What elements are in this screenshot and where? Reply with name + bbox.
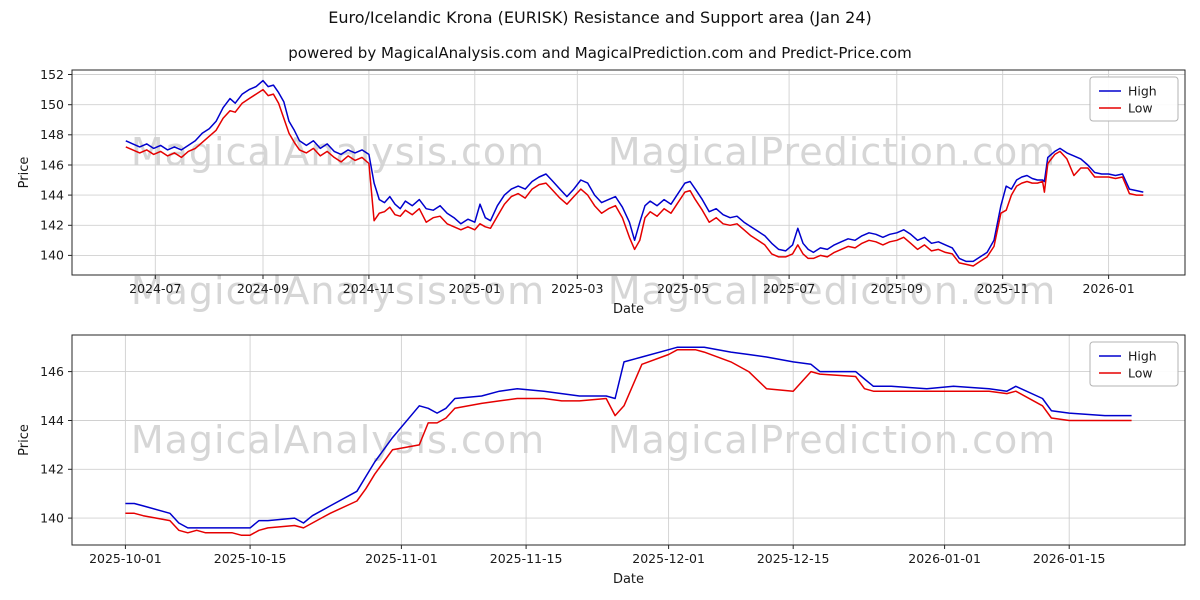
overview-chart: 140 142 144 146 148 150 152 2024-07 2024-09 2024-… xyxy=(17,67,1186,317)
x-tick-label: 2025-09 xyxy=(871,281,923,296)
y-tick-label: 146 xyxy=(40,364,64,379)
high-line xyxy=(125,79,1144,263)
x-tick-label: 2025-11-15 xyxy=(490,551,563,566)
low-line xyxy=(125,88,1144,267)
x-tick-label: 2025-01 xyxy=(449,281,501,296)
y-tick-label: 144 xyxy=(40,187,64,202)
y-tick-label: 142 xyxy=(40,218,64,233)
legend-label-low: Low xyxy=(1128,365,1153,380)
legend-label-high: High xyxy=(1128,348,1157,363)
x-tick-label: 2025-12-15 xyxy=(757,551,830,566)
plot-border xyxy=(71,334,1186,546)
x-tick-label: 2026-01-01 xyxy=(908,551,981,566)
x-tick-label: 2025-12-01 xyxy=(632,551,705,566)
x-axis-label: Date xyxy=(613,572,644,587)
legend-box xyxy=(1089,76,1179,122)
low-line xyxy=(125,348,1132,536)
y-tick-label: 150 xyxy=(40,97,64,112)
x-tick-label: 2025-10-01 xyxy=(89,551,162,566)
x-tick-label: 2025-07 xyxy=(763,281,815,296)
legend: High Low xyxy=(1089,76,1179,122)
x-tick-label: 2026-01 xyxy=(1082,281,1134,296)
plot-border xyxy=(71,69,1186,276)
y-tick-label: 140 xyxy=(40,510,64,525)
legend-label-low: Low xyxy=(1128,100,1153,115)
y-tick-label: 148 xyxy=(40,127,64,142)
y-tick-label: 142 xyxy=(40,462,64,477)
legend: High Low xyxy=(1089,341,1179,387)
y-axis-label: Price xyxy=(17,157,32,189)
x-tick-label: 2025-05 xyxy=(657,281,709,296)
y-tick-label: 140 xyxy=(40,248,64,263)
legend-box xyxy=(1089,341,1179,387)
x-tick-label: 2025-10-15 xyxy=(214,551,287,566)
x-tick-label: 2024-09 xyxy=(237,281,289,296)
x-axis-label: Date xyxy=(613,302,644,317)
detail-chart: 140 142 144 146 2025-10-01 2025-10-15 2025-11-… xyxy=(17,334,1186,587)
x-tick-label: 2024-11 xyxy=(343,281,395,296)
figure-subtitle: powered by MagicalAnalysis.com and Magic… xyxy=(288,44,912,62)
y-tick-label: 146 xyxy=(40,157,64,172)
figure-title: Euro/Icelandic Krona (EURISK) Resistance… xyxy=(328,8,872,27)
x-tick-label: 2025-03 xyxy=(551,281,603,296)
x-tick-label: 2026-01-15 xyxy=(1033,551,1106,566)
y-axis-label: Price xyxy=(17,424,32,456)
x-tick-label: 2025-11 xyxy=(977,281,1029,296)
y-tick-label: 144 xyxy=(40,413,64,428)
x-tick-label: 2025-11-01 xyxy=(365,551,438,566)
high-line xyxy=(125,346,1132,529)
y-tick-label: 152 xyxy=(40,67,64,82)
x-tick-label: 2024-07 xyxy=(129,281,181,296)
legend-label-high: High xyxy=(1128,83,1157,98)
